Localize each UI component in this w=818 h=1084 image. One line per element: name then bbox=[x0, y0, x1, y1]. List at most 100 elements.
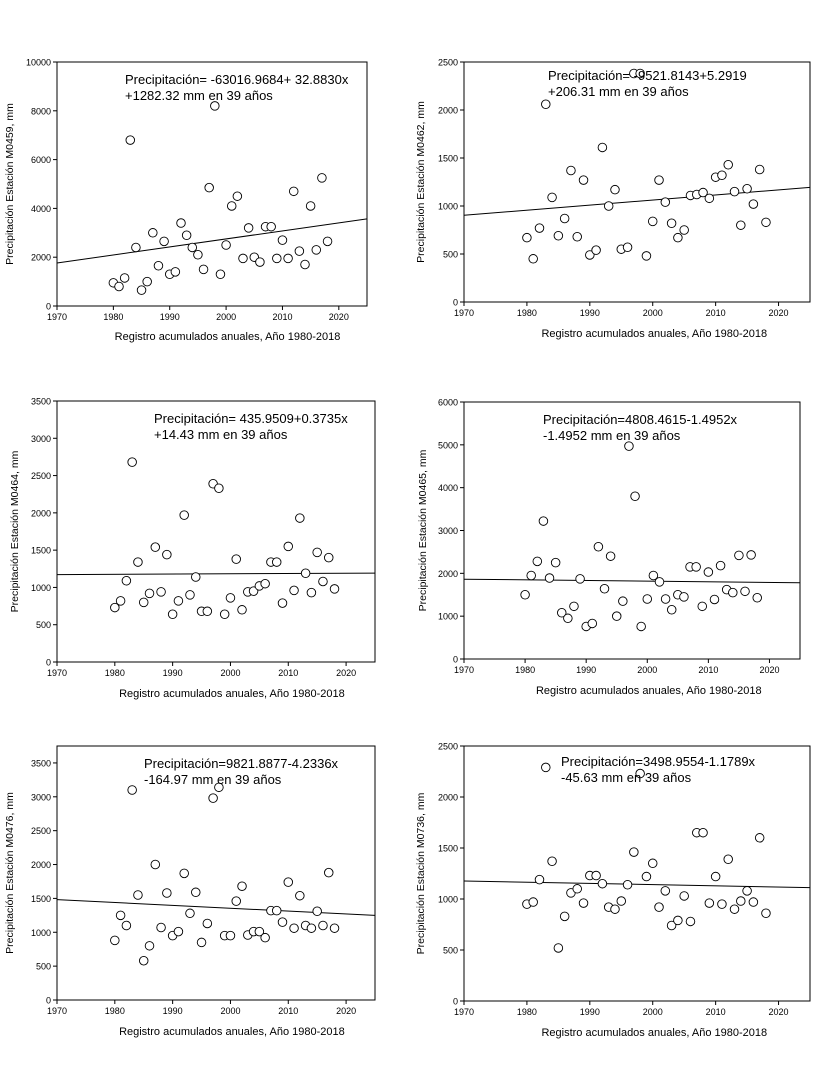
data-point bbox=[520, 590, 530, 600]
x-tick-label: 2000 bbox=[637, 665, 657, 675]
trend-change-label: +1282.32 mm en 39 años bbox=[125, 88, 273, 103]
y-tick-label: 6000 bbox=[438, 398, 458, 408]
data-point bbox=[528, 897, 538, 907]
trend-line bbox=[463, 578, 801, 584]
x-tick-label: 1970 bbox=[47, 668, 67, 678]
data-point bbox=[179, 510, 189, 520]
data-point bbox=[728, 587, 738, 598]
data-point bbox=[703, 567, 714, 577]
data-point bbox=[597, 142, 608, 153]
y-tick-label: 4000 bbox=[31, 204, 51, 214]
data-point bbox=[181, 230, 192, 240]
data-point bbox=[288, 186, 299, 197]
data-point bbox=[179, 868, 189, 879]
y-tick-label: 0 bbox=[453, 298, 458, 308]
x-tick-label: 1980 bbox=[515, 665, 535, 675]
y-tick-label: 3000 bbox=[438, 526, 458, 536]
data-point bbox=[618, 596, 628, 606]
data-point bbox=[225, 593, 236, 603]
y-tick-label: 1000 bbox=[438, 895, 458, 905]
data-point bbox=[170, 267, 181, 277]
trend-change-label: +206.31 mm en 39 años bbox=[548, 84, 689, 99]
data-point bbox=[736, 896, 746, 906]
data-point bbox=[660, 197, 671, 207]
trend-line bbox=[463, 186, 811, 216]
data-point bbox=[550, 557, 561, 568]
plot-frame bbox=[463, 61, 811, 303]
data-point bbox=[635, 68, 645, 79]
data-point bbox=[685, 916, 696, 927]
data-point bbox=[630, 491, 640, 501]
y-tick-label: 2000 bbox=[438, 569, 458, 579]
data-point bbox=[742, 183, 752, 194]
data-point bbox=[611, 611, 622, 621]
data-point bbox=[271, 557, 282, 567]
data-point bbox=[660, 886, 671, 896]
data-point bbox=[255, 257, 265, 267]
data-point bbox=[295, 890, 305, 901]
x-axis-label: Registro acumulados anuales, Año 1980-20… bbox=[119, 688, 345, 700]
y-tick-label: 500 bbox=[36, 620, 51, 630]
data-point bbox=[569, 601, 579, 612]
y-tick-label: 10000 bbox=[26, 58, 51, 68]
data-point bbox=[150, 542, 161, 552]
trend-change-label: +14.43 mm en 39 años bbox=[154, 427, 288, 442]
data-point bbox=[544, 573, 555, 583]
data-point bbox=[746, 550, 756, 560]
data-point bbox=[622, 242, 633, 253]
x-tick-label: 2010 bbox=[272, 312, 292, 322]
data-point bbox=[698, 187, 708, 198]
data-point bbox=[679, 891, 689, 901]
data-point bbox=[219, 609, 230, 620]
data-point bbox=[156, 922, 166, 933]
x-tick-label: 2020 bbox=[329, 312, 349, 322]
data-point bbox=[729, 904, 740, 914]
data-point bbox=[185, 908, 195, 919]
data-point bbox=[736, 220, 746, 230]
data-point bbox=[187, 242, 198, 253]
x-tick-label: 1980 bbox=[517, 308, 537, 318]
trend-change-label: -164.97 mm en 39 años bbox=[144, 772, 282, 787]
y-tick-label: 500 bbox=[36, 962, 51, 972]
x-tick-label: 1970 bbox=[454, 665, 474, 675]
y-axis-label: Precipitación Estación M0736, mm bbox=[415, 792, 427, 954]
data-point bbox=[277, 598, 288, 608]
data-point bbox=[162, 549, 172, 560]
regression-equation: Precipitación=9821.8877-4.2336x bbox=[144, 756, 339, 771]
data-point bbox=[593, 542, 604, 552]
data-point bbox=[156, 587, 166, 597]
data-point bbox=[191, 887, 201, 898]
data-point bbox=[115, 910, 126, 921]
y-axis-label: Precipitación Estación M0464, mm bbox=[9, 450, 21, 612]
data-point bbox=[597, 878, 608, 889]
data-point bbox=[553, 943, 564, 953]
regression-equation: Precipitación= -9521.8143+5.2919 bbox=[548, 68, 747, 83]
y-tick-label: 0 bbox=[46, 996, 51, 1006]
data-point bbox=[306, 923, 317, 933]
y-tick-label: 2000 bbox=[31, 860, 51, 870]
x-tick-label: 2020 bbox=[336, 668, 356, 678]
data-point bbox=[159, 236, 169, 247]
x-tick-label: 2010 bbox=[698, 665, 718, 675]
trend-line bbox=[56, 899, 376, 916]
data-point bbox=[272, 253, 282, 264]
y-tick-label: 1500 bbox=[31, 546, 51, 556]
x-tick-label: 2000 bbox=[220, 668, 240, 678]
data-point bbox=[277, 917, 288, 927]
data-point bbox=[131, 242, 141, 253]
data-point bbox=[616, 896, 627, 906]
y-tick-label: 500 bbox=[443, 946, 458, 956]
data-point bbox=[323, 552, 334, 563]
data-point bbox=[283, 541, 294, 552]
y-tick-label: 2000 bbox=[438, 793, 458, 803]
chart-panel-m0736: 0 500 1000 1500 2000 2500 1970 1980 1990 2000 2010… bbox=[415, 742, 811, 1039]
data-point bbox=[704, 193, 715, 204]
data-point bbox=[553, 231, 564, 241]
data-point bbox=[110, 602, 120, 613]
x-tick-label: 2020 bbox=[769, 1007, 789, 1017]
data-point bbox=[283, 877, 294, 887]
data-point bbox=[585, 250, 595, 260]
data-point bbox=[142, 276, 152, 287]
data-point bbox=[306, 587, 317, 598]
